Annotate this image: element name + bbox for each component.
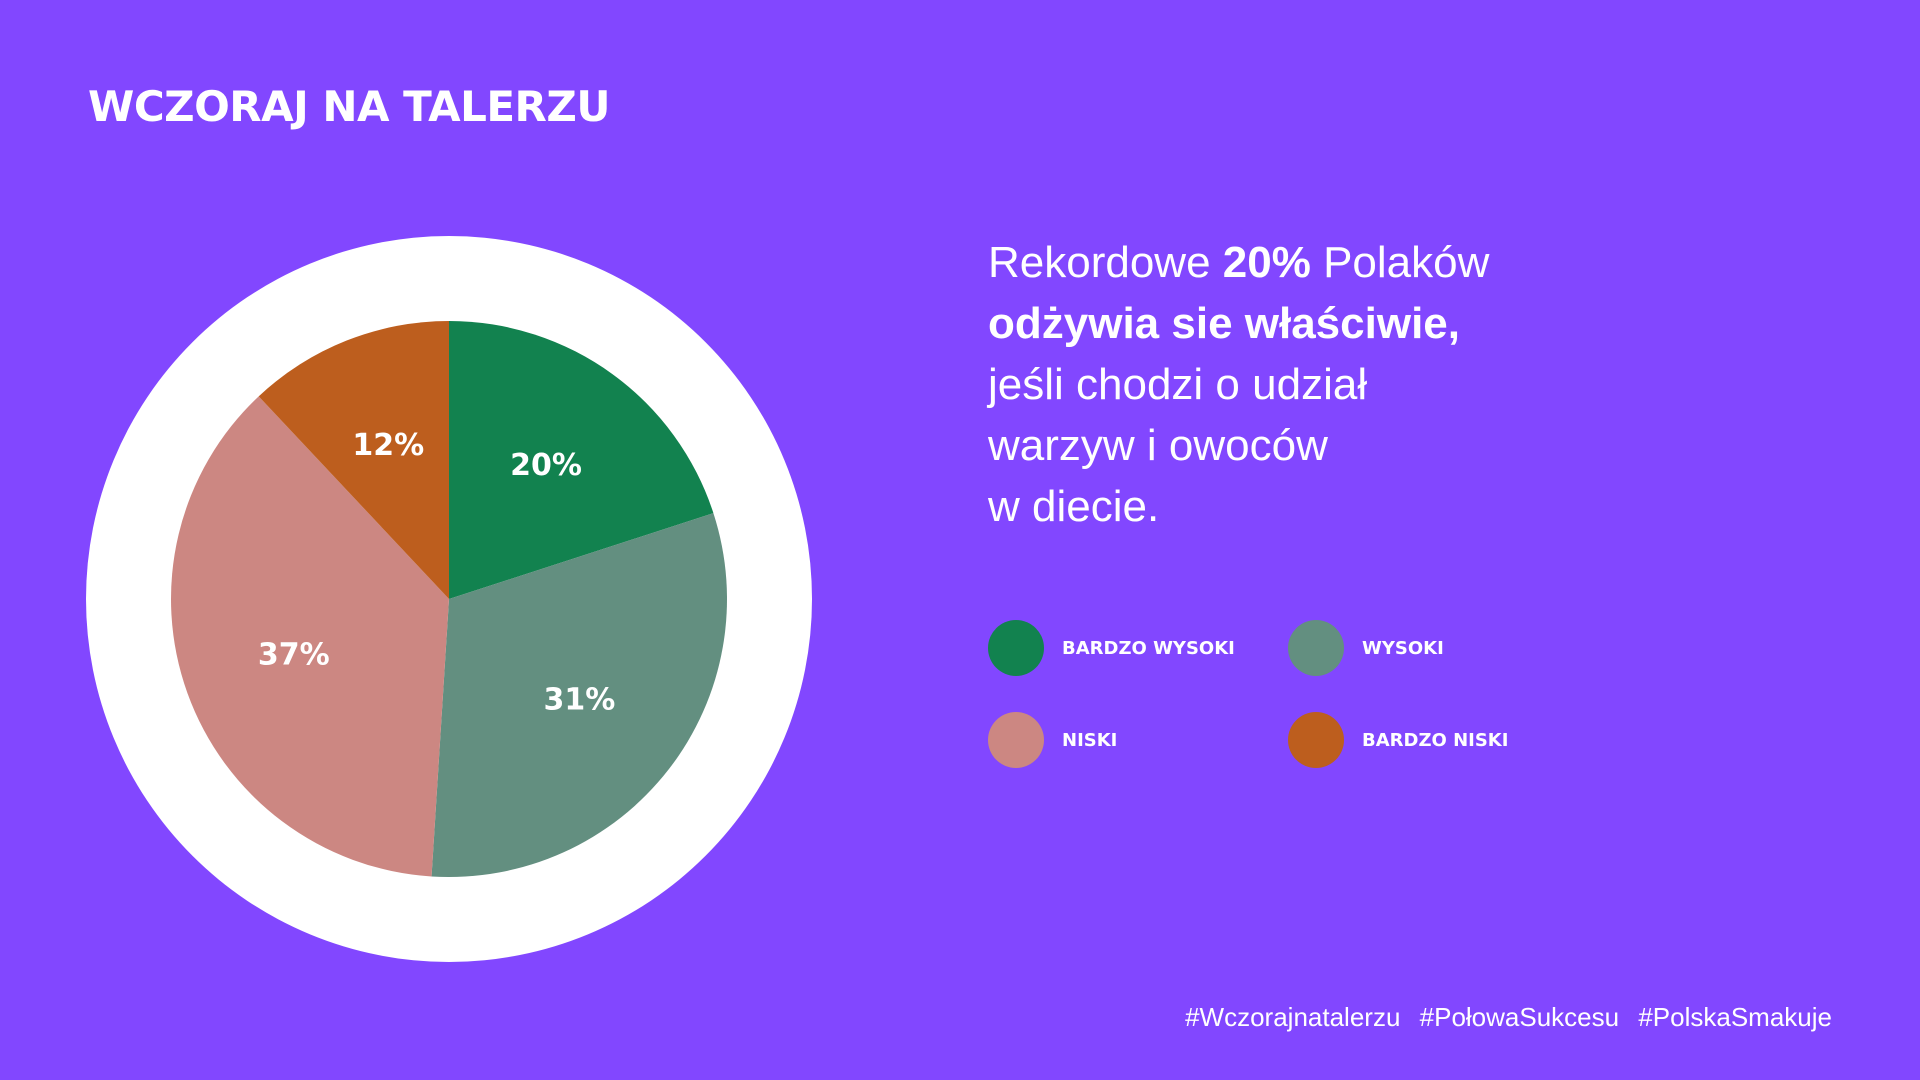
headline-line: warzyw i owoców (988, 421, 1328, 470)
legend-swatch (988, 620, 1044, 676)
page-title: WCZORAJ NA TALERZU (88, 82, 610, 131)
headline: Rekordowe 20% Polaków odżywia sie właści… (988, 232, 1489, 537)
pie-slice-wysoki (431, 513, 728, 878)
legend-item-niski: NISKI (988, 712, 1117, 768)
legend-swatch (1288, 712, 1344, 768)
hashtag: #PolskaSmakuje (1638, 1002, 1832, 1032)
hashtag: #PołowaSukcesu (1419, 1002, 1620, 1032)
headline-line: odżywia sie właściwie, (988, 299, 1460, 348)
pie-slice-bardzo-wysoki (449, 321, 714, 599)
pie-chart: 20% 31% 37% 12% (86, 236, 812, 962)
chart-legend: BARDZO WYSOKI WYSOKI NISKI BARDZO NISKI (988, 620, 1588, 772)
hashtags: #Wczorajnatalerzu #PołowaSukcesu #Polska… (1185, 1002, 1832, 1033)
headline-line: jeśli chodzi o udział (988, 360, 1368, 409)
legend-label: BARDZO WYSOKI (1062, 637, 1235, 659)
hashtag: #Wczorajnatalerzu (1185, 1002, 1401, 1032)
legend-swatch (1288, 620, 1344, 676)
pie-slice-label: 37% (258, 637, 330, 672)
legend-item-bardzo-wysoki: BARDZO WYSOKI (988, 620, 1235, 676)
pie-slice-label: 20% (510, 448, 582, 483)
pie-slice-label: 31% (543, 683, 615, 718)
legend-swatch (988, 712, 1044, 768)
legend-label: BARDZO NISKI (1362, 729, 1509, 751)
legend-item-bardzo-niski: BARDZO NISKI (1288, 712, 1508, 768)
headline-line: w diecie. (988, 482, 1160, 531)
legend-label: NISKI (1062, 729, 1118, 751)
pie-slice-label: 12% (352, 428, 424, 463)
pie-slice-bardzo-niski (258, 321, 449, 599)
legend-label: WYSOKI (1362, 637, 1444, 659)
pie-slice-niski (170, 396, 449, 877)
legend-item-wysoki: WYSOKI (1288, 620, 1444, 676)
headline-line: Rekordowe 20% Polaków (988, 238, 1490, 287)
